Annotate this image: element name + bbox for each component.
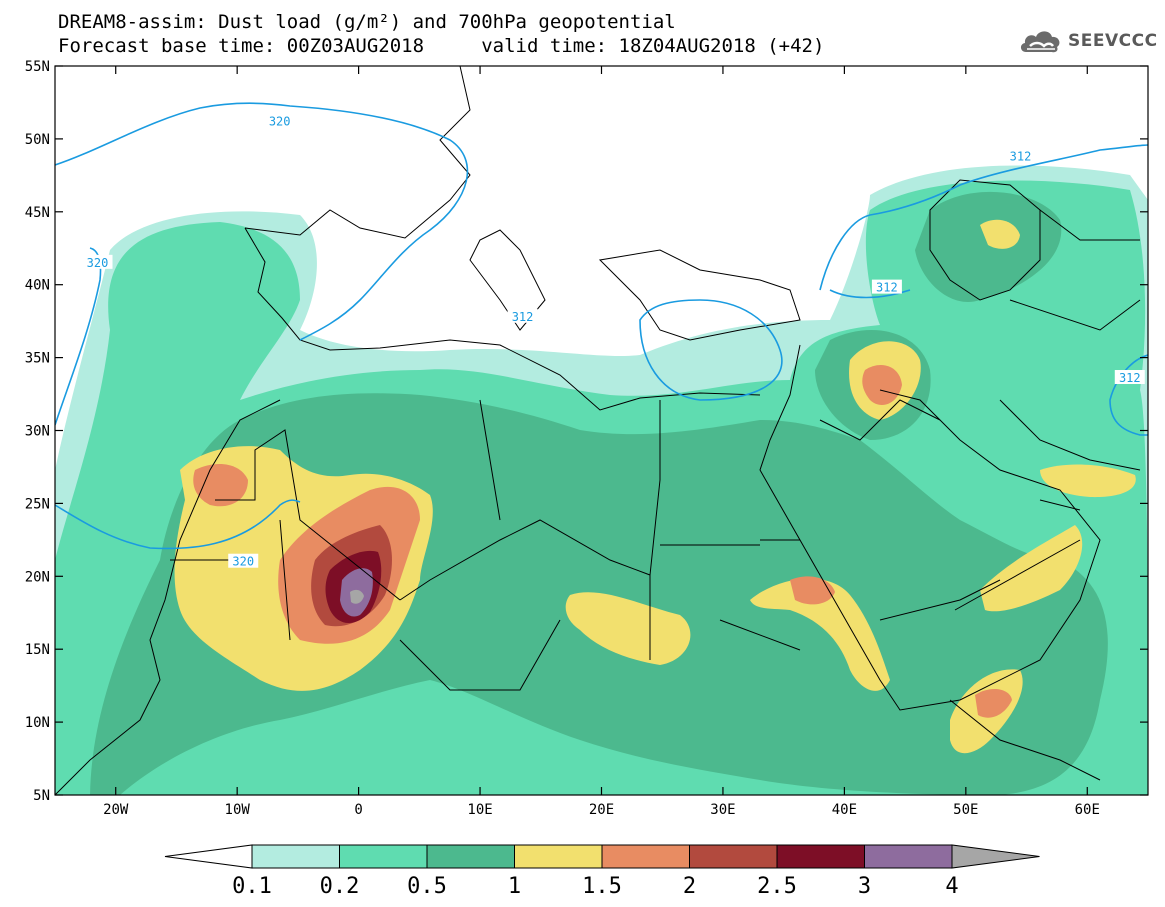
contour-label-bg — [871, 279, 902, 294]
coastline-caspian — [929, 179, 1041, 301]
contour-label: 312 — [512, 310, 534, 324]
dust-level-1.5-sudan — [790, 576, 835, 605]
dust-level-1.5-west — [193, 464, 248, 507]
colorbar-swatch — [601, 844, 690, 869]
latitude-ticks: 55N 50N 45N 40N 35N 30N 25N 20N 15N 10N 5N — [25, 59, 1148, 804]
coastline-west-africa — [55, 399, 281, 795]
contour-label: 312 — [876, 281, 898, 295]
contour-label-bg — [507, 308, 538, 323]
lat-tick-label: 15N — [25, 642, 50, 658]
lon-tick-label: 30E — [710, 802, 735, 818]
dust-level-1-arabia — [980, 525, 1083, 612]
national-borders — [170, 209, 1141, 691]
dust-level-1-caspian — [980, 219, 1020, 249]
contour-312-north — [819, 144, 1148, 291]
lat-tick-label: 25N — [25, 496, 50, 512]
contour-label-bg — [228, 553, 259, 568]
lat-tick-label: 50N — [25, 132, 50, 148]
lat-tick-label: 30N — [25, 424, 50, 440]
contour-label-bg — [264, 113, 295, 128]
colorbar-label: 1 — [508, 874, 521, 899]
map-title-line2: Forecast base time: 00Z03AUG2018 valid t… — [58, 35, 825, 57]
dust-level-4 — [350, 589, 364, 604]
colorbar-swatch — [251, 844, 340, 869]
contour-label-bg — [1005, 148, 1036, 163]
dust-level-1.5-iraq — [862, 365, 902, 405]
dust-level-1.5-somalia — [975, 688, 1012, 718]
dust-level-1-chad — [565, 592, 691, 665]
logo-text: SEEVCCC — [1068, 31, 1158, 51]
contour-label: 320 — [87, 256, 109, 270]
lat-tick-label: 55N — [25, 59, 50, 75]
colorbar-swatch — [339, 844, 428, 869]
contour-320-south — [55, 499, 301, 550]
contour-label: 312 — [1010, 149, 1032, 163]
contour-320-north — [55, 102, 469, 341]
colorbar-upper-arrow — [951, 844, 1040, 869]
lon-tick-label: 20W — [103, 802, 129, 818]
coastline-balkans-turkey — [598, 249, 801, 341]
lat-tick-label: 40N — [25, 278, 50, 294]
colorbar-lower-arrow — [164, 844, 253, 869]
colorbar-swatch — [776, 844, 865, 869]
colorbar-swatch — [426, 844, 515, 869]
colorbar-swatch — [689, 844, 778, 869]
dust-level-1-iran — [1040, 464, 1136, 498]
contour-label: 312 — [1119, 371, 1141, 385]
coastline-north-africa — [244, 227, 761, 411]
coastline-italy — [469, 229, 546, 331]
contour-320-west — [55, 247, 102, 426]
lat-tick-label: 10N — [25, 715, 50, 731]
lat-tick-label: 45N — [25, 205, 50, 221]
lon-tick-label: 10W — [225, 802, 251, 818]
colorbar-label: 3 — [858, 874, 871, 899]
cloud-icon — [1020, 31, 1060, 53]
lon-tick-label: 60E — [1075, 802, 1100, 818]
colorbar-label: 4 — [945, 874, 958, 899]
colorbar-label: 2.5 — [757, 874, 797, 899]
coastline-gulf — [999, 399, 1141, 471]
longitude-ticks: 20W 10W 0 10E 20E 30E 40E 50E 60E — [103, 66, 1100, 818]
colorbar: 0.1 0.2 0.5 1 1.5 2 2.5 3 4 — [164, 844, 1040, 899]
contour-312-east — [1109, 354, 1148, 436]
contour-label: 320 — [232, 555, 254, 569]
dust-level-1-sudan — [750, 578, 890, 691]
coastline-red-sea-arabia — [759, 344, 1101, 711]
coastline-europe-west — [244, 66, 471, 239]
contour-label: 320 — [269, 114, 291, 128]
lon-tick-label: 40E — [832, 802, 857, 818]
colorbar-label: 1.5 — [582, 874, 622, 899]
contour-312-med — [639, 299, 783, 401]
lat-tick-label: 20N — [25, 569, 50, 585]
colorbar-label: 2 — [683, 874, 696, 899]
lon-tick-label: 50E — [953, 802, 978, 818]
colorbar-label: 0.5 — [407, 874, 447, 899]
country-borders — [55, 66, 1141, 795]
lon-tick-label: 10E — [467, 802, 492, 818]
colorbar-label: 0.1 — [232, 874, 272, 899]
lat-tick-label: 35N — [25, 351, 50, 367]
contour-label-bg — [82, 254, 113, 269]
colorbar-swatch — [514, 844, 603, 869]
lon-tick-label: 20E — [589, 802, 614, 818]
contour-labels: 320 320 320 312 312 312 312 — [82, 113, 1145, 569]
map-title-line1: DREAM8-assim: Dust load (g/m²) and 700hP… — [58, 11, 676, 33]
seevccc-logo: SEEVCCC — [1018, 26, 1158, 56]
lat-tick-label: 5N — [33, 788, 50, 804]
lon-tick-label: 0 — [354, 802, 362, 818]
dust-field — [55, 165, 1148, 795]
contour-label-bg — [1114, 370, 1145, 385]
colorbar-label: 0.2 — [320, 874, 360, 899]
coastline-horn — [949, 699, 1101, 781]
geopotential-contours — [55, 102, 1148, 550]
colorbar-swatch — [864, 844, 953, 869]
dust-level-0.5-east — [915, 191, 1062, 302]
